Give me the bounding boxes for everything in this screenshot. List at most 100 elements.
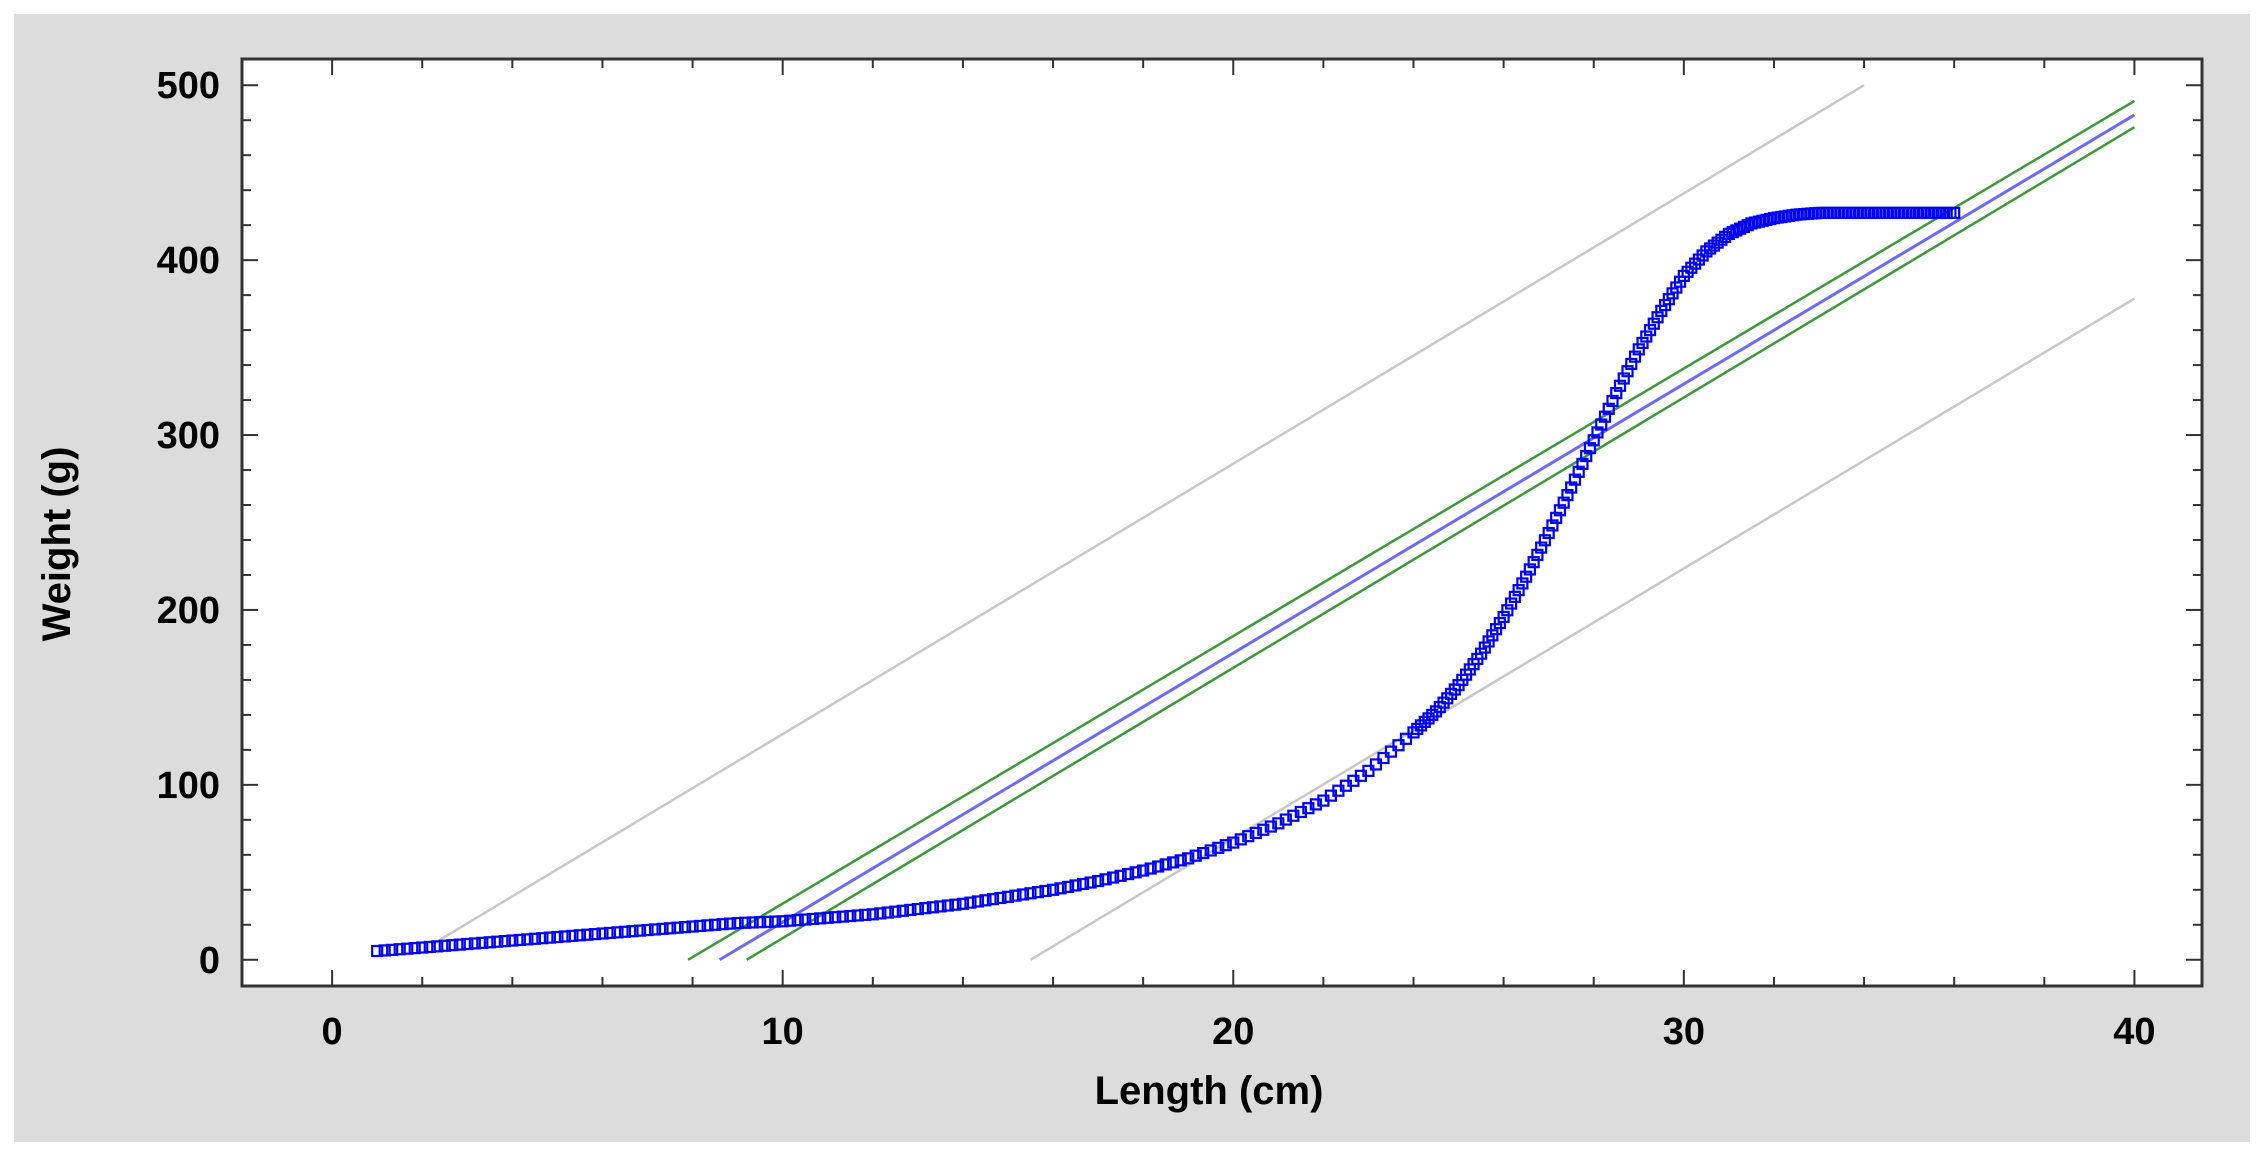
data-point [1362,764,1375,777]
data-point [1384,745,1398,758]
major-ticks [242,59,2202,986]
data-point [1595,418,1608,431]
data-point [678,921,692,934]
y-tick-label: 100 [157,765,220,807]
data-point [746,916,759,929]
data-point [1287,809,1300,822]
data-point [799,913,812,926]
data-point [1546,519,1559,532]
data-point [1516,577,1529,590]
series-line-prediction-lower [1029,297,2136,961]
chart-frame: 0 10 20 30 40 0 100 200 300 400 500 Length (cm) W… [14,14,2250,1142]
data-point [1009,889,1022,902]
data-point [1159,858,1172,871]
data-point [859,908,872,921]
data-point [476,936,489,949]
data-point [1550,511,1563,524]
data-point [1948,206,1961,220]
data-point [889,905,902,918]
chart-lines [435,84,2136,962]
x-tick-labels: 0 10 20 30 40 [322,1011,2156,1053]
data-point [1039,884,1052,898]
data-point [1527,556,1540,569]
data-point [1099,873,1112,886]
data-point [521,933,534,946]
series-line-fit [718,113,2136,962]
data-point [1407,726,1420,739]
data-point [1501,604,1514,617]
y-tick-label: 500 [157,65,220,107]
data-point [1523,563,1536,576]
data-point [941,899,955,912]
data-point [1122,867,1135,881]
data-point [401,942,414,955]
data-point [874,907,887,920]
data-point [446,939,459,952]
data-point [1309,798,1322,811]
data-point [1107,871,1120,884]
data-point [393,943,406,956]
data-point [1542,526,1555,540]
data-point [1482,635,1495,648]
data-point [1508,590,1521,603]
data-point [1426,708,1439,721]
data-point [956,897,970,910]
y-tick-label: 200 [157,590,220,632]
data-point [1219,839,1232,852]
data-point [528,932,541,945]
data-point [596,927,609,940]
data-point [1167,856,1180,869]
data-point [551,930,564,944]
data-point [1422,712,1435,725]
data-point [814,912,827,925]
data-point [536,932,549,945]
data-point [1632,343,1645,356]
chart: 0 10 20 30 40 0 100 200 300 400 500 Length (cm) W… [35,57,2204,1113]
data-point [453,938,466,951]
data-point [491,935,504,948]
data-point [1114,869,1127,882]
data-point [1294,805,1307,819]
data-point [1520,570,1533,583]
data-point [1561,488,1574,502]
data-point [1640,330,1653,343]
data-point [431,940,444,953]
data-point [784,914,797,927]
y-tick-label: 400 [157,240,220,282]
data-point [1377,751,1390,765]
data-point [1212,841,1225,854]
data-point [641,923,654,937]
data-point [949,898,962,911]
data-point [1204,844,1217,857]
data-point [1414,719,1428,732]
data-point [386,943,399,956]
data-point [648,923,662,936]
data-point [1591,426,1604,439]
data-point [866,908,879,921]
data-point [1602,402,1615,415]
data-point [1726,226,1739,239]
data-point [633,924,647,937]
data-point [573,929,587,942]
data-point [1553,504,1567,517]
data-point [1242,830,1255,843]
data-point [1152,860,1165,873]
data-point [761,915,774,928]
data-point [1625,357,1638,371]
data-point [986,893,1000,906]
data-point [821,911,834,924]
chart-points [371,206,1961,958]
series-line-prediction-upper [435,84,1865,944]
data-point [1054,882,1067,895]
data-point [1076,877,1090,891]
data-point [1531,548,1544,561]
data-point [979,894,992,907]
data-point [581,928,594,941]
data-point [1486,629,1499,642]
data-point [1580,449,1593,463]
x-tick-label: 30 [1663,1011,1705,1053]
data-point [1182,852,1195,865]
data-point [1046,883,1060,896]
data-point [506,934,519,947]
data-point [468,937,481,950]
